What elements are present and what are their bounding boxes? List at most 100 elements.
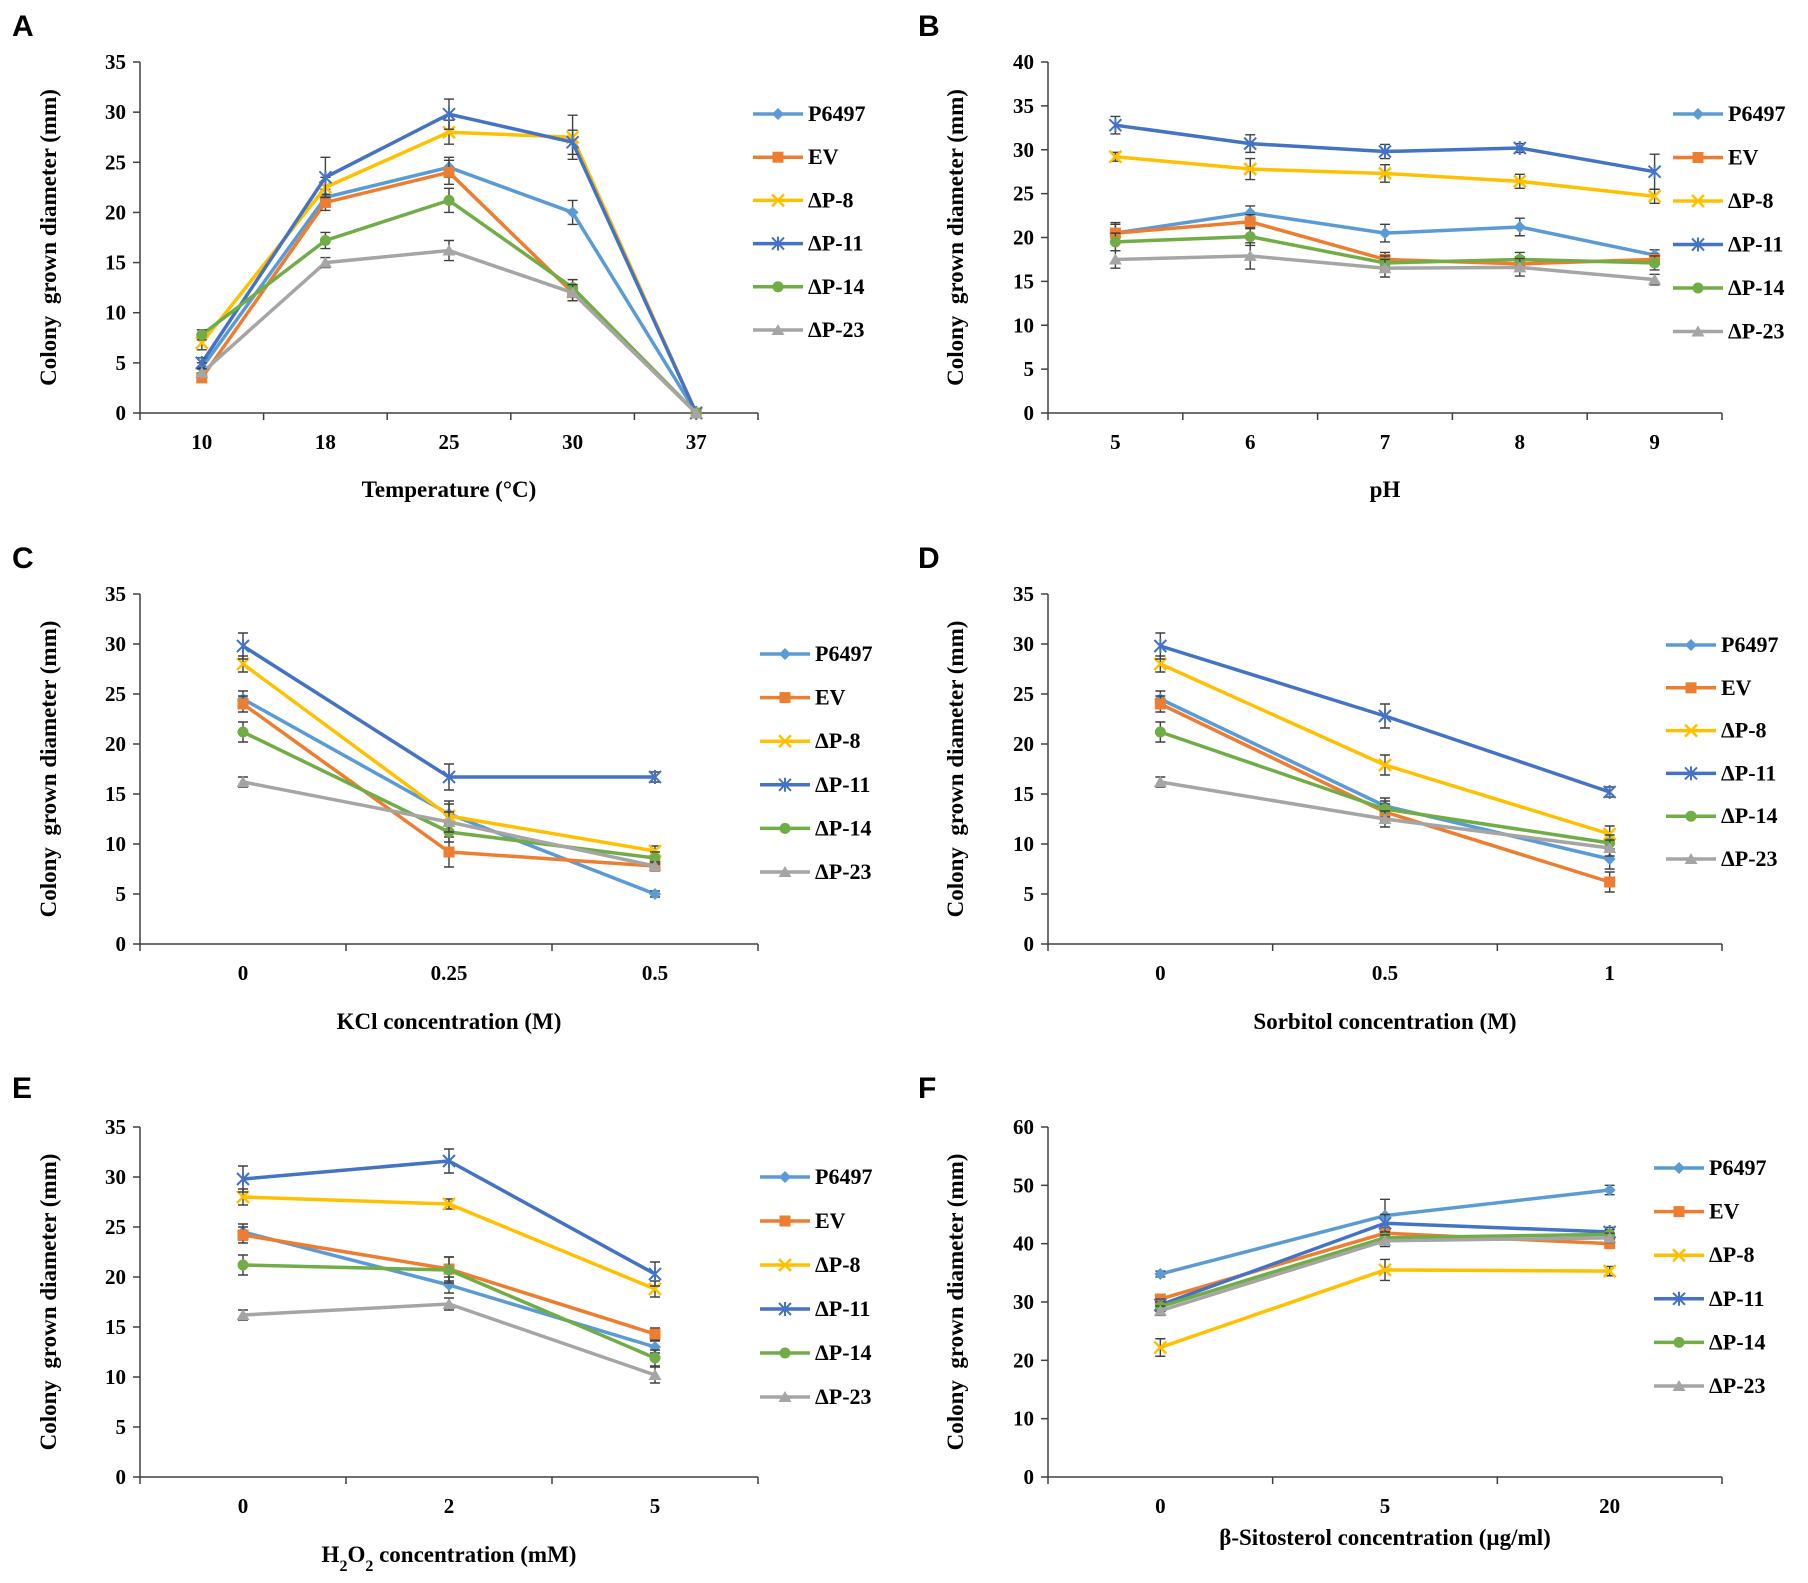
legend-label: ΔP-23 <box>1721 846 1778 871</box>
data-point-marker <box>1154 698 1166 710</box>
y-axis-title: Colony grown diameter (mm) <box>36 621 61 918</box>
legend-item: ΔP-8 <box>1654 1242 1755 1267</box>
legend-label: ΔP-11 <box>815 772 870 797</box>
x-tick-label: 5 <box>1380 1494 1391 1518</box>
legend-marker <box>779 1215 791 1227</box>
legend-marker <box>1691 194 1705 208</box>
data-point-marker <box>443 1279 455 1291</box>
y-tick-label: 0 <box>116 1465 127 1489</box>
data-point-marker <box>319 196 331 208</box>
legend-label: P6497 <box>1709 1155 1766 1180</box>
legend-item: ΔP-11 <box>760 772 870 797</box>
data-point-marker <box>1604 1238 1616 1250</box>
data-point-marker <box>1602 827 1617 841</box>
legend-item: ΔP-14 <box>1654 1329 1766 1354</box>
panel-c: C 0 5 10 15 20 25 30 35 0 0.25 0.5 KCl concentration… <box>12 542 872 1034</box>
data-point-marker <box>648 770 662 784</box>
legend-item: EV <box>1666 675 1752 700</box>
data-point-marker <box>1378 813 1392 824</box>
data-point-marker <box>1379 803 1391 815</box>
x-axis-title: Temperature (°C) <box>362 477 537 502</box>
data-point-marker <box>1243 249 1257 261</box>
legend-marker <box>1672 1291 1686 1306</box>
y-tick-label: 0 <box>1024 401 1035 425</box>
legend-item: ΔP-11 <box>1673 232 1783 257</box>
data-point-marker <box>442 1298 456 1309</box>
y-tick-label: 10 <box>1013 832 1034 856</box>
data-point-marker <box>1378 1216 1392 1231</box>
x-tick-label: 0.5 <box>1372 961 1398 985</box>
legend-label: EV <box>815 1208 846 1233</box>
legend-item: P6497 <box>760 641 872 666</box>
legend-marker <box>1685 639 1697 651</box>
data-point-marker <box>1603 842 1617 853</box>
data-point-marker <box>443 166 455 178</box>
y-tick-label: 15 <box>105 251 126 275</box>
y-tick-label: 20 <box>105 200 126 224</box>
legend-marker <box>1684 766 1698 781</box>
y-axis-title: Colony grown diameter (mm) <box>36 1154 61 1451</box>
data-point-marker <box>1244 231 1256 243</box>
y-tick-label: 0 <box>1024 1465 1035 1489</box>
y-tick-label: 35 <box>1013 582 1034 606</box>
data-point-marker <box>566 206 579 219</box>
x-tick-label: 7 <box>1380 430 1391 454</box>
legend-item: ΔP-11 <box>1666 760 1776 785</box>
legend-marker <box>1691 325 1705 337</box>
legend-label: EV <box>1709 1199 1740 1224</box>
legend-label: ΔP-8 <box>815 1252 861 1277</box>
data-point-marker <box>236 776 250 787</box>
legend-item: ΔP-23 <box>1654 1373 1766 1398</box>
y-tick-label: 15 <box>105 782 126 806</box>
legend-label: ΔP-14 <box>808 274 865 299</box>
y-tick-label: 25 <box>1013 182 1034 206</box>
legend-marker <box>779 1171 791 1183</box>
series-ΔP-23 <box>236 1297 662 1384</box>
panel-a: A 0 5 10 15 20 25 30 35 10 18 25 30 37 Temperature (°C… <box>12 10 865 502</box>
x-tick-label: 0.25 <box>431 961 468 985</box>
legend-item: P6497 <box>1666 632 1778 657</box>
data-point-marker <box>1244 216 1256 228</box>
data-point-marker <box>1153 1304 1167 1316</box>
legend-marker <box>771 236 785 251</box>
x-tick-label: 10 <box>191 430 212 454</box>
data-point-marker <box>1378 758 1392 772</box>
legend-marker <box>778 734 792 749</box>
legend-item: ΔP-11 <box>760 1296 870 1321</box>
data-point-marker <box>1379 227 1391 240</box>
data-point-marker <box>442 816 456 827</box>
panel-letter: B <box>918 10 940 43</box>
series-ΔP-8 <box>236 1188 662 1298</box>
legend-marker <box>778 866 792 877</box>
legend-marker <box>772 151 784 163</box>
data-point-marker <box>236 639 250 653</box>
data-point-marker <box>1243 162 1258 176</box>
legend-item: ΔP-8 <box>1666 718 1767 743</box>
panel-letter: A <box>12 10 34 43</box>
data-point-marker <box>196 329 208 341</box>
series-ΔP-8 <box>1108 149 1662 204</box>
data-point-marker <box>1378 1263 1392 1277</box>
y-tick-label: 60 <box>1013 1115 1034 1139</box>
data-point-marker <box>195 366 209 378</box>
data-point-marker <box>1244 206 1257 219</box>
x-tick-label: 18 <box>315 430 336 454</box>
legend-marker <box>779 648 791 660</box>
y-tick-label: 20 <box>1013 226 1034 250</box>
y-tick-label: 25 <box>105 682 126 706</box>
legend-marker <box>1672 1248 1686 1263</box>
series-ΔP-11 <box>236 1148 662 1287</box>
data-point-marker <box>443 846 455 858</box>
data-point-marker <box>1513 261 1527 273</box>
data-point-marker <box>1602 785 1617 799</box>
legend-marker <box>1684 853 1698 864</box>
legend-item: ΔP-8 <box>753 187 854 212</box>
data-point-marker <box>318 170 333 185</box>
x-tick-label: 0.5 <box>642 961 668 985</box>
panel-d: D 0 5 10 15 20 25 30 35 0 0.5 1 Sorbitol concentrati… <box>918 542 1778 1034</box>
data-point-marker <box>1378 1234 1392 1246</box>
series-ΔP-11 <box>1108 115 1662 190</box>
x-axis-title: H2O2 concentration (mM) <box>322 1542 577 1575</box>
legend-marker <box>1691 237 1705 252</box>
legend-label: ΔP-11 <box>815 1296 870 1321</box>
